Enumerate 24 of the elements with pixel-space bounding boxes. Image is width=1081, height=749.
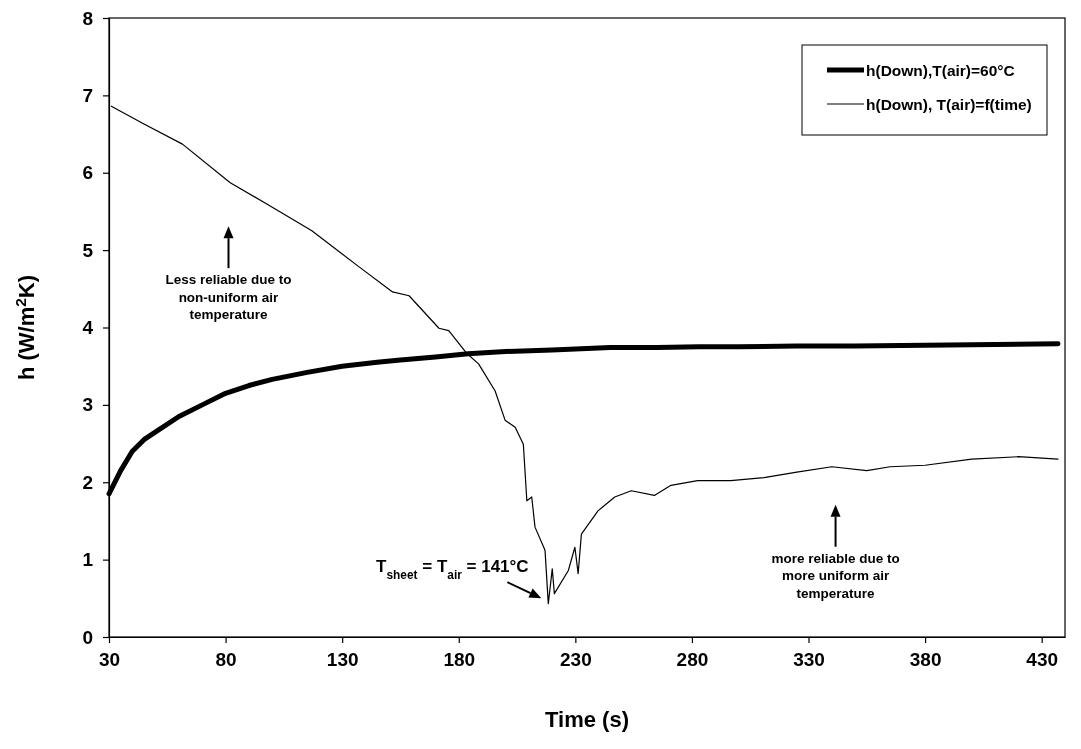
y-tick-label: 6 bbox=[82, 162, 93, 184]
y-tick-label: 5 bbox=[82, 239, 94, 261]
y-tick-label: 4 bbox=[82, 317, 94, 339]
x-tick-label: 30 bbox=[98, 649, 121, 671]
annotation: T$_{sheet}$ = T$_{air}$ = 141°C bbox=[376, 557, 529, 583]
x-tick-label: 180 bbox=[443, 649, 476, 671]
annotation: Less reliable due to non-uniform air temperature bbox=[165, 272, 292, 323]
y-tick-label: 7 bbox=[82, 84, 93, 106]
y-tick-label: 1 bbox=[82, 549, 94, 571]
x-tick-label: 430 bbox=[1026, 649, 1059, 671]
x-tick-label: 280 bbox=[676, 649, 709, 671]
legend-label: h(Down),T(air)=60°C bbox=[866, 62, 1015, 79]
y-tick-label: 0 bbox=[82, 626, 93, 648]
x-tick-label: 380 bbox=[909, 649, 942, 671]
x-tick-label: 330 bbox=[793, 649, 825, 671]
y-tick-label: 3 bbox=[82, 394, 93, 416]
x-tick-label: 230 bbox=[559, 649, 592, 671]
x-tick-label: 130 bbox=[326, 649, 359, 671]
annotation: more reliable due to more uniform air temperature bbox=[771, 550, 900, 601]
y-tick-label: 2 bbox=[82, 471, 93, 493]
y-tick-label: 8 bbox=[82, 7, 93, 29]
legend-label: h(Down), T(air)=f(time) bbox=[866, 96, 1032, 113]
x-tick-label: 80 bbox=[215, 649, 237, 671]
x-axis-title: Time (s) bbox=[545, 707, 629, 732]
